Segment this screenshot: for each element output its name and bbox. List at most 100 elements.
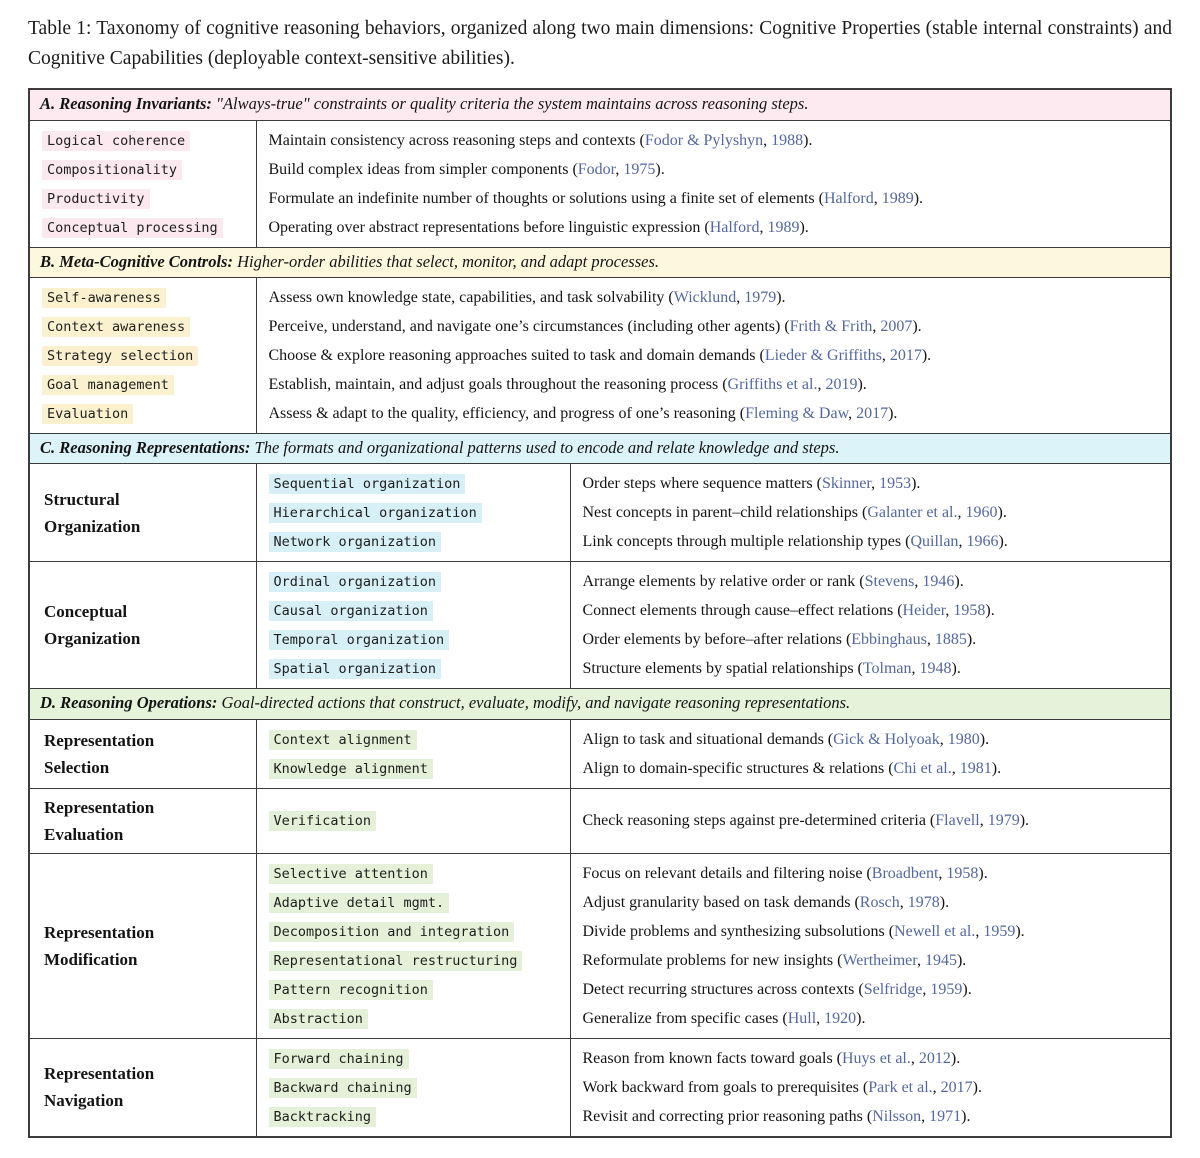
citation-author-link[interactable]: Huys et al. [842,1049,911,1067]
row-description: Reason from known facts toward goals (Hu… [583,1044,1165,1073]
label-line: Evaluation [42,399,256,428]
citation-year-link[interactable]: 1958 [946,864,979,882]
citation-year-link[interactable]: 2017 [889,346,922,364]
citation-author-link[interactable]: Quillan [910,533,959,551]
citation-year-link[interactable]: 1959 [983,922,1016,940]
citation-author-link[interactable]: Selfridge [863,980,923,998]
citation-separator: , [939,730,948,748]
term-label: Forward chaining [268,1048,409,1069]
citation-year-link[interactable]: 1988 [771,131,804,149]
section-d-header: D. Reasoning Operations: Goal-directed a… [30,688,1170,720]
citation-year-link[interactable]: 2017 [940,1078,973,1096]
citation-author-link[interactable]: Chi et al. [893,759,952,777]
citation-year-link[interactable]: 1958 [953,602,986,620]
citation-separator: , [932,1078,941,1096]
row-description: Align to domain-specific structures & re… [583,754,1165,783]
description-text-post: ). [655,160,665,178]
label-line: Backward chaining [268,1073,570,1102]
labels-cell: Ordinal organization Causal organization T… [256,561,571,689]
labels-cell: Forward chaining Backward chaining Backtra… [256,1037,571,1136]
description-text-post: ). [966,631,977,649]
citation-author-link[interactable]: Rosch [859,893,900,911]
citation-author-link[interactable]: Skinner [821,475,872,493]
citation-author-link[interactable]: Halford [709,218,760,236]
citation-separator: , [945,602,954,620]
citation-author-link[interactable]: Wicklund [673,288,737,306]
description-text: Adjust granularity based on task demands… [582,893,860,911]
citation-author-link[interactable]: Hull [787,1009,817,1027]
description-text: Divide problems and synthesizing subsolu… [582,922,895,940]
citation-separator: , [938,864,947,882]
labels-cell: Verification [256,787,571,853]
group-row: Logical coherence Compositionality Product… [30,120,1170,247]
citation-separator: , [916,951,925,969]
citation-author-link[interactable]: Newell et al. [894,922,976,940]
citation-year-link[interactable]: 2012 [918,1049,951,1067]
citation-author-link[interactable]: Nilsson [872,1107,922,1125]
citation-author-link[interactable]: Fodor [577,160,616,178]
description-text-post: ). [857,375,867,393]
citation-year-link[interactable]: 1980 [947,730,980,748]
citation-author-link[interactable]: Frith & Frith [789,317,873,335]
citation-author-link[interactable]: Griffiths et al. [727,375,818,393]
description-text-post: ). [961,1107,971,1125]
term-label: Network organization [268,532,442,553]
citation-year-link[interactable]: 1979 [987,812,1020,829]
citation-year-link[interactable]: 1975 [623,160,656,178]
citation-year-link[interactable]: 1960 [965,504,998,522]
description-text-post: ). [799,218,809,236]
citation-year-link[interactable]: 1966 [966,533,999,551]
citation-author-link[interactable]: Gick & Holyoak [833,730,940,748]
citation-year-link[interactable]: 1989 [767,218,800,236]
row-description: Assess own knowledge state, capabilities… [269,283,1165,312]
citation-year-link[interactable]: 1979 [744,288,777,306]
citation-year-link[interactable]: 1959 [930,980,963,998]
section-subtitle: "Always-true" constraints or quality cri… [216,94,809,114]
description-text: Check reasoning steps against pre-determ… [582,812,936,829]
description-text: Generalize from specific cases ( [582,1009,788,1027]
citation-author-link[interactable]: Park et al. [868,1078,933,1096]
row-description: Establish, maintain, and adjust goals th… [269,370,1165,399]
citation-author-link[interactable]: Tolman [862,660,912,678]
label-line: Verification [268,806,570,835]
citation-author-link[interactable]: Galanter et al. [867,504,958,522]
citation-author-link[interactable]: Fleming & Daw [745,404,849,422]
citation-year-link[interactable]: 2019 [825,375,858,393]
citation-year-link[interactable]: 1978 [907,893,940,911]
section-d-body: Representation Selection Context alignmen… [30,719,1170,1136]
citation-year-link[interactable]: 1946 [922,573,955,591]
citation-year-link[interactable]: 2017 [856,404,889,422]
citation-year-link[interactable]: 1989 [881,189,914,207]
citation-year-link[interactable]: 1920 [824,1009,857,1027]
citation-author-link[interactable]: Lieder & Griffiths [764,346,882,364]
citation-year-link[interactable]: 2007 [880,317,913,335]
citation-separator: , [910,1049,919,1067]
citation-year-link[interactable]: 1981 [959,759,992,777]
citation-author-link[interactable]: Ebbinghaus [851,631,927,649]
description-text: Formulate an indefinite number of though… [268,189,824,207]
citation-author-link[interactable]: Wertheimer [842,951,917,969]
description-text: Structure elements by spatial relationsh… [582,660,863,678]
label-line: Representational restructuring [268,946,570,975]
description-text-post: ). [962,980,972,998]
citation-separator: , [873,189,882,207]
citation-separator: , [911,660,920,678]
citation-author-link[interactable]: Heider [902,602,946,620]
citation-year-link[interactable]: 1971 [929,1107,962,1125]
citation-separator: , [817,375,826,393]
citation-year-link[interactable]: 1948 [919,660,952,678]
citation-separator: , [872,317,881,335]
label-line: Goal management [42,370,256,399]
citation-author-link[interactable]: Flavell [935,812,980,829]
citation-year-link[interactable]: 1953 [879,475,912,493]
labels-cell: Selective attention Adaptive detail mgmt.… [256,852,571,1038]
citation-year-link[interactable]: 1885 [934,631,967,649]
citation-author-link[interactable]: Broadbent [871,864,939,882]
citation-author-link[interactable]: Fodor & Pylyshyn [644,131,764,149]
citation-author-link[interactable]: Halford [823,189,874,207]
citation-year-link[interactable]: 1945 [924,951,957,969]
description-text: Reason from known facts toward goals ( [582,1049,843,1067]
description-text-post: ). [1019,812,1030,829]
citation-author-link[interactable]: Stevens [864,573,915,591]
row-description: Order elements by before–after relations… [583,625,1165,654]
